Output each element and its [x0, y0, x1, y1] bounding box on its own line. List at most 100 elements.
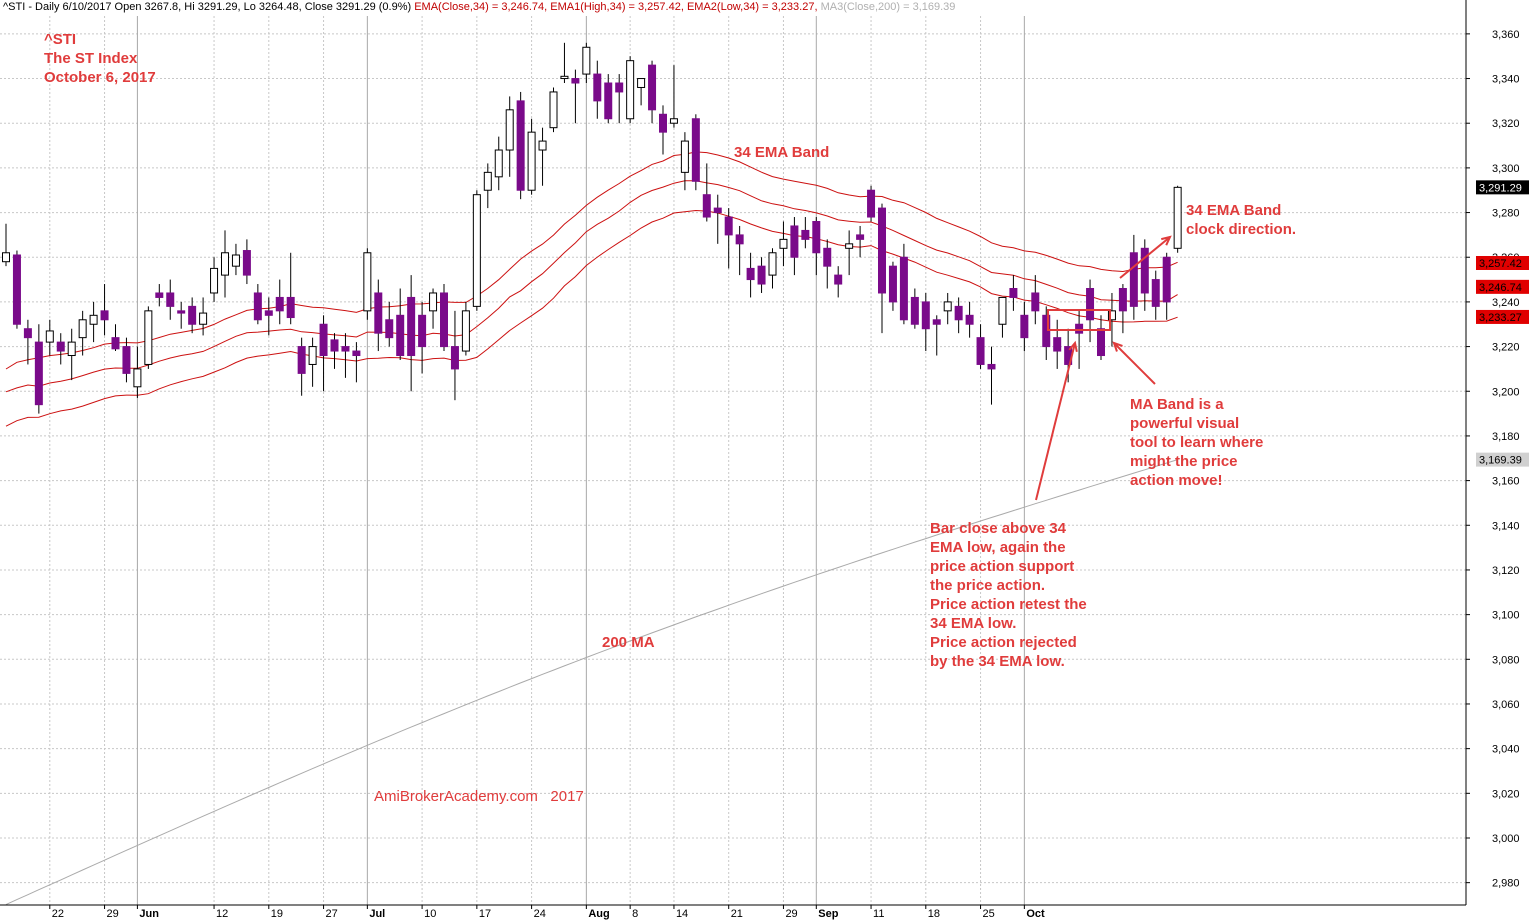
- candle-body: [659, 113, 667, 133]
- brand-watermark: AmiBroker​Academy.com 2017: [374, 788, 584, 805]
- candle-body: [23, 328, 32, 339]
- x-tick-label: 11: [873, 908, 884, 920]
- candle-body: [440, 292, 448, 348]
- candle-body: [987, 363, 996, 370]
- candle-body: [899, 256, 908, 321]
- candle-body: [12, 254, 21, 325]
- ma200-path: [5, 459, 1178, 906]
- ema-band-label: 34 EMA Band: [734, 144, 830, 161]
- candle-body: [319, 323, 328, 357]
- candle-body: [735, 234, 744, 245]
- clock-direction-note: 34 EMA Band clock direction.: [1186, 202, 1297, 238]
- y-tick-label: 3,060: [1492, 699, 1520, 711]
- candle-body: [1107, 310, 1116, 321]
- candle-body: [724, 216, 733, 236]
- candle-body: [615, 82, 624, 93]
- candle-body: [604, 82, 613, 120]
- x-tick-label: 14: [676, 908, 688, 920]
- candle-body: [67, 341, 76, 357]
- candle-body: [801, 229, 810, 240]
- ema-high-line: [5, 151, 1178, 370]
- candle-body: [429, 292, 438, 312]
- candle-body: [571, 78, 580, 84]
- candle-body: [549, 91, 558, 129]
- y-tick-label: 3,040: [1492, 744, 1520, 756]
- candle-body: [1173, 186, 1182, 249]
- candle-body: [746, 267, 755, 281]
- price-tag: [1476, 452, 1529, 467]
- y-tick-label: 3,340: [1492, 74, 1520, 86]
- x-tick-label: 8: [632, 908, 638, 920]
- price-tag: [1476, 255, 1529, 270]
- candle-body: [308, 346, 317, 365]
- y-tick-label: 3,080: [1492, 654, 1520, 666]
- clock-direction-arrow-head: [1161, 235, 1172, 246]
- x-tick-label: 29: [785, 908, 797, 920]
- candle-body: [461, 310, 470, 352]
- candle-body: [527, 131, 536, 191]
- candle-body: [407, 296, 416, 357]
- ema-close-line: [5, 180, 1178, 393]
- clock-direction-arrow: [1119, 236, 1171, 279]
- y-tick-label: 3,120: [1492, 565, 1520, 577]
- candle-body: [779, 238, 788, 249]
- candle-body: [78, 319, 87, 339]
- x-tick-label: 18: [928, 908, 940, 920]
- price-axis: 2,980 3,000 3,020 3,040 3,060 3,080 3,100 3,120…: [1465, 0, 1529, 905]
- candle-body: [648, 64, 657, 111]
- candle-body: [845, 243, 854, 249]
- candle-body: [374, 292, 383, 334]
- candle-body: [231, 254, 240, 267]
- candle-body: [790, 225, 799, 258]
- candle-body: [1118, 288, 1127, 312]
- candle-body: [472, 194, 481, 307]
- candle-body: [297, 346, 306, 374]
- candle-body: [1140, 247, 1149, 294]
- x-tick-label: 29: [107, 908, 119, 920]
- candle-body: [823, 247, 832, 267]
- candle-body: [560, 75, 569, 80]
- candle-body: [965, 314, 974, 325]
- x-tick-label: Jul: [369, 908, 385, 920]
- candle-body: [943, 301, 952, 312]
- x-tick-label: 17: [479, 908, 491, 920]
- candle-body: [363, 252, 372, 312]
- candle-body: [680, 140, 689, 173]
- candle-body: [483, 171, 492, 191]
- candle-body: [878, 207, 886, 294]
- y-tick-label: 3,240: [1492, 297, 1520, 309]
- x-tick-label: Jun: [139, 908, 159, 920]
- price-tag-label: 3,233.27: [1479, 312, 1522, 324]
- price-tag: [1476, 180, 1529, 195]
- bar-close-arrow-head: [1068, 340, 1078, 353]
- candle-body: [932, 319, 941, 325]
- candle-body: [538, 140, 547, 151]
- y-tick-label: 3,000: [1492, 833, 1520, 845]
- candle-body: [582, 46, 591, 75]
- candle-body: [1129, 252, 1138, 307]
- x-tick-label: 22: [52, 908, 64, 920]
- title-date: October 6, 2017: [44, 69, 156, 86]
- ema-close-value: EMA(Close,34) = 3,246.74,: [414, 1, 548, 13]
- candle-body: [768, 252, 777, 276]
- candle-body: [242, 250, 251, 276]
- date-axis: 22 29 Jun 12 19 27 Jul 10 17 24 Aug 8 14 21 29 Sep 11 18 2…: [0, 904, 1466, 920]
- candle-body: [2, 252, 10, 263]
- candle-body: [505, 109, 514, 151]
- candle-body: [954, 305, 963, 321]
- ma-band-arrow-head: [1112, 341, 1123, 352]
- ema-band: [5, 151, 1178, 427]
- candle-body: [188, 305, 197, 325]
- x-tick-label: Oct: [1026, 908, 1045, 920]
- candle-body: [494, 149, 503, 178]
- ma200-label: 200 MA: [602, 634, 655, 651]
- y-tick-label: 3,020: [1492, 788, 1520, 800]
- candle-body: [834, 274, 843, 285]
- candle-body: [34, 341, 43, 406]
- candle-body: [450, 346, 459, 370]
- bar-close-note: Bar close above 34 EMA low, again the pr…: [930, 520, 1087, 670]
- y-tick-label: 3,360: [1492, 29, 1520, 41]
- candle-body: [89, 314, 98, 325]
- candle-body: [352, 350, 361, 357]
